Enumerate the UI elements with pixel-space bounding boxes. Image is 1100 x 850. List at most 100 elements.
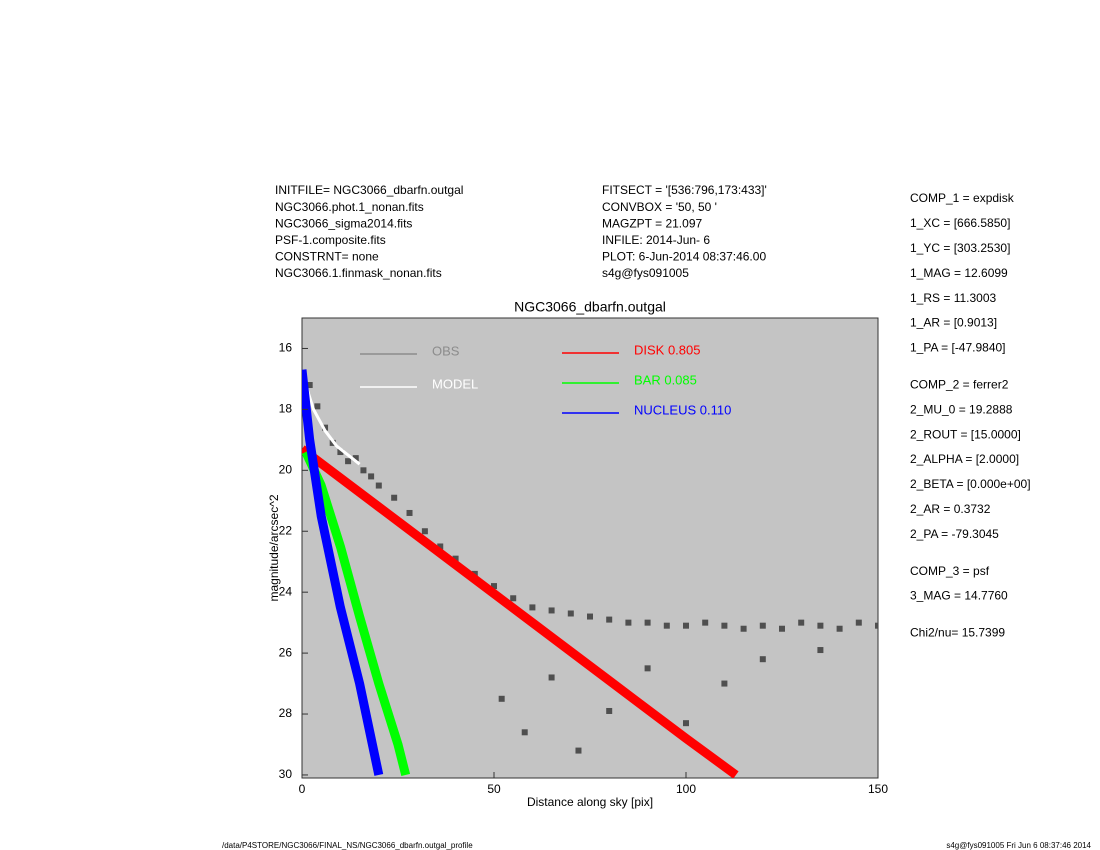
y-tick-label: 20 (279, 462, 293, 476)
legend-label: MODEL (432, 376, 478, 391)
obs-point (606, 707, 613, 714)
obs-point (529, 604, 536, 611)
header-text: INFILE: 2014-Jun- 6 (602, 233, 710, 247)
component-text: COMP_1 = expdisk (910, 191, 1015, 205)
y-tick-label: 16 (279, 341, 293, 355)
obs-point (375, 482, 382, 489)
header-text: CONVBOX = '50, 50 ' (602, 200, 717, 214)
component-text: COMP_3 = psf (910, 564, 990, 578)
obs-point (817, 622, 824, 629)
y-tick-label: 22 (279, 523, 293, 537)
x-axis-label: Distance along sky [pix] (527, 795, 653, 809)
obs-point (391, 494, 398, 501)
obs-point (368, 473, 375, 480)
header-text: NGC3066_sigma2014.fits (275, 216, 412, 230)
obs-point (575, 747, 582, 754)
obs-point (548, 607, 555, 614)
y-tick-label: 30 (279, 767, 293, 781)
chart-title: NGC3066_dbarfn.outgal (514, 299, 666, 315)
obs-point (663, 622, 670, 629)
obs-point (798, 619, 805, 626)
obs-point (702, 619, 709, 626)
component-text: 3_MAG = 14.7760 (910, 589, 1008, 603)
obs-point (759, 622, 766, 629)
header-text: PSF-1.composite.fits (275, 233, 386, 247)
obs-point (498, 695, 505, 702)
x-tick-label: 150 (868, 782, 888, 796)
obs-point (491, 583, 497, 590)
footer-left: /data/P4STORE/NGC3066/FINAL_NS/NGC3066_d… (222, 841, 473, 850)
plot-area (301, 317, 879, 779)
y-axis-label: magnitude/arcsec^2 (267, 494, 281, 601)
obs-point (644, 665, 651, 672)
obs-point (740, 625, 747, 632)
header-text: INITFILE= NGC3066_dbarfn.outgal (275, 183, 463, 197)
obs-point (875, 622, 878, 629)
obs-point (437, 543, 444, 550)
component-text: 2_PA = -79.3045 (910, 527, 999, 541)
obs-point (548, 674, 555, 681)
obs-point (452, 555, 459, 562)
obs-point (360, 467, 367, 474)
obs-point (721, 680, 728, 687)
y-tick-label: 24 (279, 584, 293, 598)
obs-point (510, 595, 517, 602)
obs-point (855, 619, 862, 626)
header-text: NGC3066.phot.1_nonan.fits (275, 200, 424, 214)
x-tick-label: 50 (487, 782, 501, 796)
footer-right: s4g@fys091005 Fri Jun 6 08:37:46 2014 (946, 841, 1091, 850)
component-text: 1_AR = [0.9013] (910, 316, 997, 330)
obs-point (306, 382, 313, 389)
header-text: FITSECT = '[536:796,173:433]' (602, 183, 767, 197)
obs-point (606, 616, 613, 623)
obs-point (644, 619, 651, 626)
obs-point (759, 656, 766, 663)
obs-point (567, 610, 574, 617)
header-text: CONSTRNT= none (275, 250, 379, 264)
x-tick-label: 0 (299, 782, 306, 796)
header-text: s4g@fys091005 (602, 266, 689, 280)
obs-point (352, 455, 359, 462)
header-text: MAGZPT = 21.097 (602, 216, 702, 230)
component-text: 2_MU_0 = 19.2888 (910, 402, 1013, 416)
model-line (302, 369, 384, 776)
model-line (302, 450, 411, 777)
obs-point (421, 528, 428, 535)
x-tick-label: 100 (676, 782, 696, 796)
legend-label: BAR 0.085 (634, 372, 697, 387)
obs-point (779, 625, 785, 632)
header-text: NGC3066.1.finmask_nonan.fits (275, 266, 442, 280)
component-text: 1_XC = [666.5850] (910, 216, 1010, 230)
obs-point (406, 509, 413, 516)
obs-point (817, 647, 824, 654)
legend-label: OBS (432, 343, 460, 358)
obs-point (625, 619, 632, 626)
obs-point (587, 613, 593, 620)
obs-point (345, 458, 352, 465)
y-tick-label: 28 (279, 706, 293, 720)
component-text: Chi2/nu= 15.7399 (910, 626, 1005, 640)
legend-label: NUCLEUS 0.110 (634, 402, 731, 417)
model-line (302, 372, 361, 466)
y-tick-label: 26 (279, 645, 293, 659)
legend-label: DISK 0.805 (634, 342, 701, 357)
header-text: PLOT: 6-Jun-2014 08:37:46.00 (602, 250, 766, 264)
component-text: 1_RS = 11.3003 (910, 291, 997, 305)
component-text: 2_AR = 0.3732 (910, 502, 991, 516)
component-text: COMP_2 = ferrer2 (910, 377, 1009, 391)
component-text: 2_BETA = [0.000e+00] (910, 477, 1031, 491)
obs-point (337, 449, 344, 456)
component-text: 2_ROUT = [15.0000] (910, 427, 1021, 441)
y-tick-label: 18 (279, 402, 293, 416)
obs-point (836, 625, 843, 632)
component-text: 1_PA = [-47.9840] (910, 341, 1006, 355)
obs-point (683, 720, 689, 727)
obs-point (721, 622, 728, 629)
obs-point (521, 729, 528, 736)
component-text: 1_MAG = 12.6099 (910, 266, 1008, 280)
model-line (302, 445, 739, 778)
obs-point (314, 403, 321, 410)
component-text: 2_ALPHA = [2.0000] (910, 452, 1019, 466)
obs-point (683, 622, 689, 629)
